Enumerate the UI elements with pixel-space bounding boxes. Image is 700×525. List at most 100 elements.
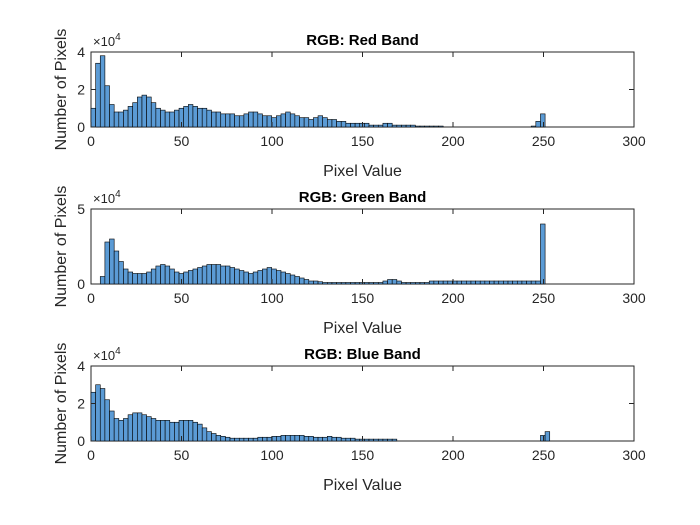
x-tick-label: 100 <box>260 447 284 463</box>
histogram-bar <box>308 280 314 285</box>
y-axis-label: Number of Pixels <box>53 186 70 308</box>
histogram-bar <box>489 280 495 285</box>
histogram-bar <box>317 281 323 285</box>
histogram-bar <box>141 94 147 128</box>
histogram-bar <box>540 435 546 442</box>
y-axis-label: Number of Pixels <box>53 29 70 151</box>
y-exponent-label: ×104 <box>93 346 121 363</box>
histogram-bar <box>433 280 439 285</box>
histogram-bar <box>322 117 328 128</box>
histogram-bar <box>211 264 217 285</box>
histogram-bar <box>442 280 449 285</box>
histogram-bar <box>188 270 194 285</box>
histogram-bar <box>428 280 435 285</box>
histogram-bar <box>544 431 551 442</box>
histogram-bar <box>387 438 393 442</box>
y-tick-label: 0 <box>77 119 85 135</box>
histogram-bar <box>373 124 379 128</box>
histogram-bar <box>294 276 300 285</box>
y-exponent-power: 4 <box>115 346 121 357</box>
histogram-bar <box>248 111 254 128</box>
histogram-bar <box>197 267 203 285</box>
histogram-bar <box>220 265 226 285</box>
x-tick-label: 150 <box>351 290 375 306</box>
histogram-bar <box>99 388 106 442</box>
histogram-bar <box>238 115 245 128</box>
histogram-bar <box>127 271 134 285</box>
histogram-bar <box>456 280 462 285</box>
histogram-bar <box>331 436 337 442</box>
histogram-bar <box>331 282 337 285</box>
histogram-bar <box>188 104 194 128</box>
histogram-bar <box>327 436 333 442</box>
x-tick-label: 150 <box>351 133 375 149</box>
x-axis-label: Pixel Value <box>323 163 402 180</box>
histogram-bar <box>104 241 110 285</box>
histogram-bar <box>276 115 282 128</box>
histogram-bar <box>415 282 421 285</box>
histogram-bar <box>419 282 425 285</box>
histogram-bar <box>391 438 398 442</box>
histogram-bar <box>401 124 407 128</box>
histogram-bar <box>211 433 217 442</box>
histogram-bar <box>354 122 361 128</box>
histogram-bar <box>516 280 523 285</box>
histogram-bar <box>243 271 249 285</box>
y-tick-label: 0 <box>77 433 85 449</box>
histogram-bar <box>289 113 296 128</box>
histogram-bar <box>164 265 171 285</box>
histogram-bar <box>387 279 393 285</box>
histogram-bar <box>396 124 402 128</box>
histogram-bar <box>160 420 166 442</box>
histogram-bar <box>174 109 180 128</box>
histogram-bar <box>225 113 231 128</box>
histogram-bar <box>113 111 120 128</box>
histogram-bar <box>188 420 194 442</box>
histogram-bar <box>289 435 296 442</box>
histogram-bar <box>155 265 161 285</box>
histogram-bar <box>322 282 328 285</box>
histogram-bar <box>368 282 374 285</box>
histogram-bar <box>461 280 467 285</box>
histogram-bar <box>276 270 282 285</box>
histogram-bar <box>382 280 388 285</box>
histogram-bar <box>299 277 305 285</box>
histogram-bar <box>447 280 453 285</box>
histogram-bar <box>530 125 537 128</box>
histogram-bar <box>382 438 388 442</box>
histogram-bar <box>479 280 486 285</box>
chart-title: RGB: Blue Band <box>304 346 421 363</box>
histogram-bar <box>234 268 240 285</box>
histogram-bar <box>331 119 337 128</box>
histogram-bar <box>289 274 296 285</box>
histogram-bar <box>220 436 226 442</box>
histogram-bar <box>174 421 180 442</box>
histogram-bar <box>174 271 180 285</box>
histogram-bar <box>345 437 351 442</box>
histogram-bar <box>252 437 259 442</box>
histogram-bar <box>475 280 481 285</box>
chart-panel-2: 0 50 100 150 200 250 300 0 5 ×104 RGB: Green Band P… <box>53 186 646 337</box>
histogram-bar <box>368 124 374 128</box>
histogram-bar <box>354 438 361 442</box>
histogram-bar <box>118 261 124 285</box>
histogram-bar <box>410 124 416 128</box>
x-tick-label: 50 <box>174 447 190 463</box>
histogram-bar <box>303 117 310 128</box>
histogram-bar <box>183 271 189 285</box>
histogram-bar <box>127 414 134 442</box>
histogram-bar <box>109 104 115 128</box>
histogram-bar <box>299 117 305 128</box>
histogram-bar <box>132 273 138 285</box>
histogram-bar <box>234 115 240 128</box>
histogram-bar <box>118 420 124 442</box>
histogram-bar <box>466 280 472 285</box>
histogram-bar <box>350 282 356 285</box>
x-tick-label: 300 <box>622 133 646 149</box>
histogram-bar <box>327 119 333 128</box>
histogram-bar <box>521 280 527 285</box>
histogram-bar <box>530 280 537 285</box>
y-tick-label: 4 <box>77 358 85 374</box>
histogram-bar <box>99 276 106 285</box>
histogram-bar <box>405 124 412 128</box>
